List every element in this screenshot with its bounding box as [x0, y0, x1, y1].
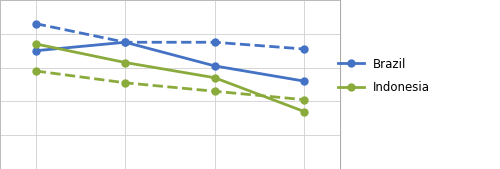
- Legend: Brazil, Indonesia: Brazil, Indonesia: [338, 58, 430, 94]
